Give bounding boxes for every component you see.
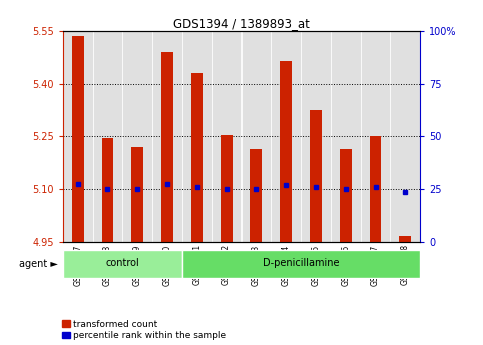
Bar (280, 61, 292, 242)
Bar (72, 36, 84, 241)
Text: control: control (105, 258, 139, 268)
Legend: transformed count, percentile rank within the sample: transformed count, percentile rank withi… (62, 320, 227, 341)
Bar (361, 31, 390, 242)
Bar (251, 149, 262, 242)
Bar (369, 136, 382, 242)
Bar (212, 31, 242, 242)
Bar (182, 250, 420, 278)
Bar (101, 138, 114, 241)
Bar (221, 135, 233, 242)
Text: D-penicillamine: D-penicillamine (263, 258, 340, 268)
Bar (182, 31, 212, 242)
Bar (340, 149, 352, 242)
Bar (310, 110, 322, 242)
Bar (271, 31, 301, 242)
Bar (161, 52, 173, 241)
Bar (399, 236, 412, 241)
Text: agent ►: agent ► (19, 259, 58, 269)
Bar (301, 31, 331, 242)
Title: GDS1394 / 1389893_at: GDS1394 / 1389893_at (173, 17, 310, 30)
Bar (152, 31, 182, 242)
Bar (191, 73, 203, 242)
Bar (242, 31, 271, 242)
Bar (122, 31, 152, 242)
Bar (390, 31, 420, 242)
Bar (331, 31, 361, 242)
Bar (93, 31, 122, 242)
Bar (63, 31, 93, 242)
Bar (63, 250, 182, 278)
Bar (131, 147, 143, 242)
